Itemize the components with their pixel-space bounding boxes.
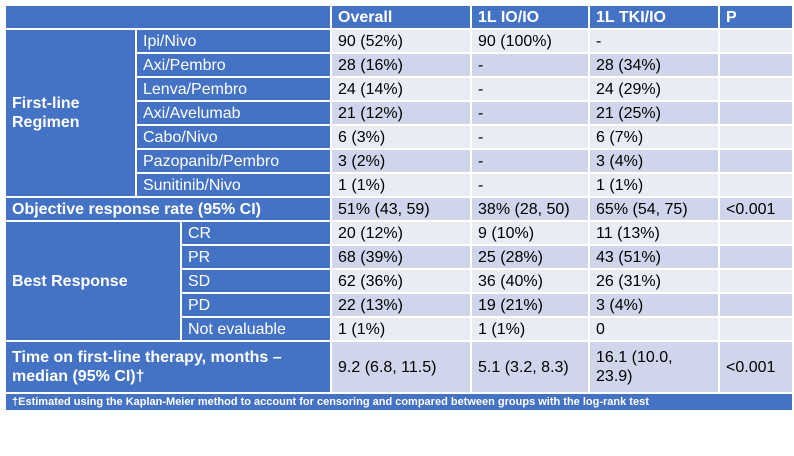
data-cell: 51% (43, 59) [330,196,473,222]
data-cell: 25 (28%) [470,244,591,270]
column-header: Overall [330,4,473,30]
table-row: Pazopanib/Pembro 3 (2%) -3 (4%) [5,148,794,174]
data-cell: 68 (39%) [330,244,473,270]
data-cell: 22 (13%) [330,292,473,318]
data-cell [718,76,794,102]
table-row: Overall 1L IO/IO 1L TKI/IO P [3,4,794,30]
row-label: Pazopanib/Pembro [134,148,333,174]
data-cell: 24 (29%) [588,76,721,102]
data-cell: 11 (13%) [588,220,721,246]
table-row: Time on first-line therapy, months – med… [3,340,794,394]
data-cell [718,244,794,270]
data-cell: 1 (1%) [330,316,473,342]
data-cell [718,268,794,294]
data-cell: 20 (12%) [330,220,473,246]
data-cell: <0.001 [718,196,794,222]
table-row: Cabo/Nivo 6 (3%) -6 (7%) [5,124,794,150]
table-row: PD 22 (13%) 19 (21%) 3 (4%) [5,292,794,318]
table-row: Axi/Avelumab 21 (12%) -21 (25%) [5,100,794,126]
data-cell [718,220,794,246]
column-header: 1L IO/IO [470,4,591,30]
row-label: Not evaluable [179,316,333,342]
data-cell: 28 (16%) [330,52,473,78]
data-cell: - [588,28,721,54]
data-cell: 0 [588,316,721,342]
table-row: Sunitinib/Nivo 1 (1%) -1 (1%) [5,172,794,198]
data-cell: 38% (28, 50) [470,196,591,222]
data-cell: 90 (52%) [330,28,473,54]
data-cell [718,292,794,318]
data-cell: - [470,76,591,102]
data-cell: 6 (3%) [330,124,473,150]
data-cell: 43 (51%) [588,244,721,270]
data-cell: 28 (34%) [588,52,721,78]
data-cell: 90 (100%) [470,28,591,54]
data-cell: 3 (4%) [588,148,721,174]
table-row: Best Response CR 20 (12%) 9 (10%) 11 (13%) [4,220,794,342]
group-label: First-line Regimen [4,28,137,198]
data-cell [718,172,794,198]
results-table: Overall 1L IO/IO 1L TKI/IO P First-line Regi… [3,4,794,412]
header-corner [3,4,333,30]
row-label: Sunitinib/Nivo [134,172,333,198]
row-label: SD [179,268,333,294]
table-row: Axi/Pembro 28 (16%) -28 (34%) [5,52,794,78]
row-label: Cabo/Nivo [134,124,333,150]
group-label: Best Response [4,220,182,342]
row-label: Objective response rate (95% CI) [3,196,333,222]
row-label: CR [179,220,333,246]
table-row: Lenva/Pembro 24 (14%) -24 (29%) [5,76,794,102]
data-cell [718,52,794,78]
row-label: PD [179,292,333,318]
data-cell [718,124,794,150]
data-cell: 1 (1%) [588,172,721,198]
row-label: Lenva/Pembro [134,76,333,102]
data-cell: 24 (14%) [330,76,473,102]
table-row: First-line Regimen Ipi/Nivo 90 (52%) 90 (10… [4,28,794,198]
data-cell: 19 (21%) [470,292,591,318]
data-cell: <0.001 [718,340,794,394]
table-row: Objective response rate (95% CI) 51% (43,… [3,196,794,222]
row-label: PR [179,244,333,270]
data-cell [718,100,794,126]
data-cell [718,148,794,174]
data-cell: 1 (1%) [330,172,473,198]
data-cell [718,28,794,54]
data-cell: 3 (4%) [588,292,721,318]
table-row: Not evaluable 1 (1%) 1 (1%) 0 [5,316,794,342]
data-cell: 21 (25%) [588,100,721,126]
data-cell: 9.2 (6.8, 11.5) [330,340,473,394]
data-cell: - [470,148,591,174]
row-label: Ipi/Nivo [134,28,333,54]
data-cell: 36 (40%) [470,268,591,294]
column-header: P [718,4,794,30]
data-cell: 21 (12%) [330,100,473,126]
column-header: 1L TKI/IO [588,4,721,30]
data-cell: 26 (31%) [588,268,721,294]
data-cell: 9 (10%) [470,220,591,246]
row-label: Axi/Pembro [134,52,333,78]
footnote: †Estimated using the Kaplan-Meier method… [3,392,794,412]
data-cell: 62 (36%) [330,268,473,294]
data-cell: - [470,100,591,126]
table-row: PR 68 (39%) 25 (28%) 43 (51%) [5,244,794,270]
data-cell: 65% (54, 75) [588,196,721,222]
table-row: SD 62 (36%) 36 (40%) 26 (31%) [5,268,794,294]
data-cell: 6 (7%) [588,124,721,150]
data-cell [718,316,794,342]
data-cell: - [470,52,591,78]
data-cell: - [470,172,591,198]
data-cell: 5.1 (3.2, 8.3) [470,340,591,394]
data-cell: 3 (2%) [330,148,473,174]
row-label: Time on first-line therapy, months – med… [3,340,333,394]
data-cell: - [470,124,591,150]
row-label: Axi/Avelumab [134,100,333,126]
table-row: †Estimated using the Kaplan-Meier method… [3,392,794,412]
data-cell: 1 (1%) [470,316,591,342]
data-cell: 16.1 (10.0, 23.9) [588,340,721,394]
